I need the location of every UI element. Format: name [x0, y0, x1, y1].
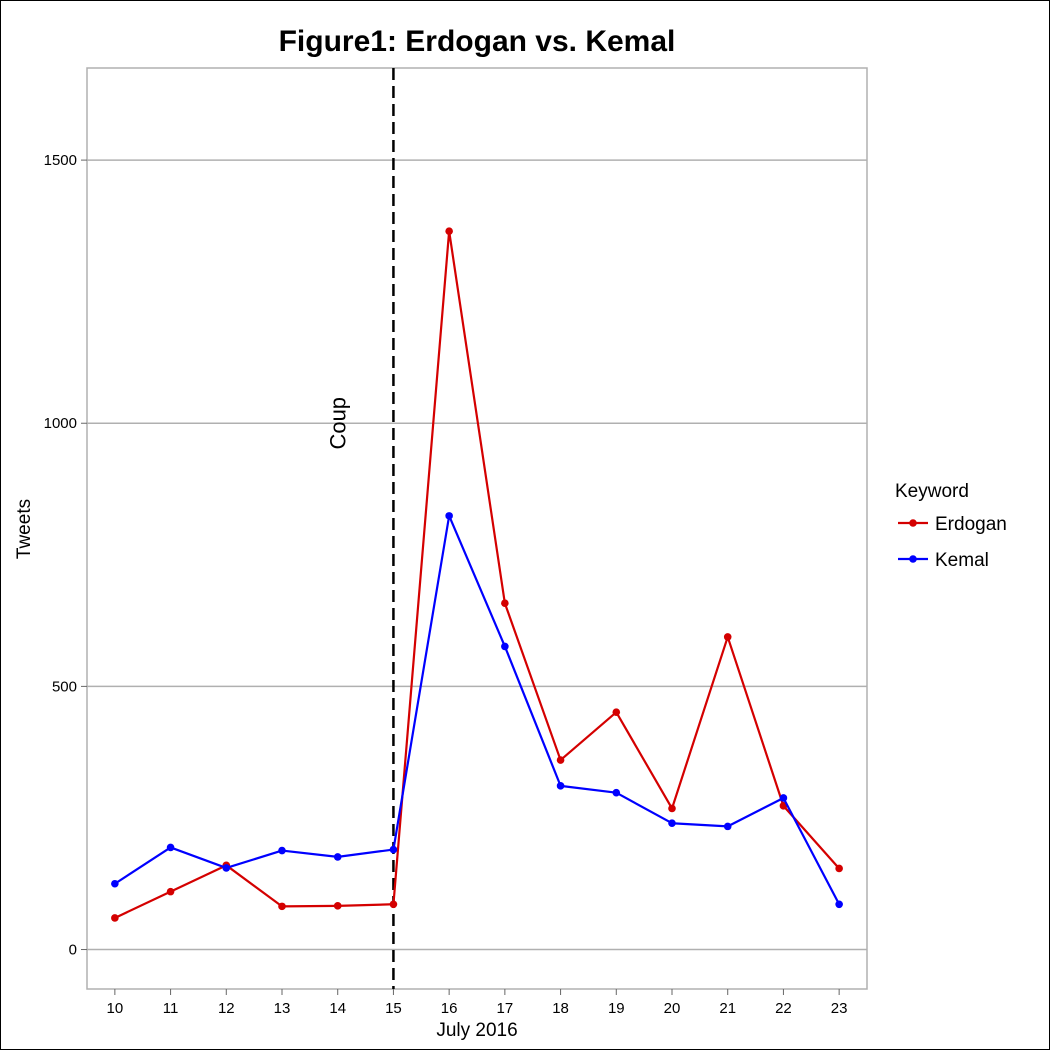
- chart-title: Figure1: Erdogan vs. Kemal: [279, 25, 676, 58]
- x-tick-label: 21: [719, 1000, 736, 1017]
- x-axis-label: July 2016: [436, 1020, 517, 1041]
- x-tick-label: 18: [552, 1000, 569, 1017]
- x-tick-label: 11: [163, 1000, 179, 1017]
- coup-annotation: Coup: [326, 397, 351, 450]
- data-point-kemal: [222, 864, 231, 872]
- data-point-erdogan: [111, 914, 119, 922]
- data-point-kemal: [278, 846, 286, 855]
- x-tick-label: 13: [274, 1000, 291, 1017]
- x-tick-label: 22: [775, 1000, 792, 1017]
- data-point-kemal: [166, 843, 175, 852]
- data-point-erdogan: [835, 864, 843, 873]
- data-point-erdogan: [723, 633, 732, 641]
- legend-marker-erdogan: [909, 519, 917, 527]
- data-point-kemal: [835, 900, 843, 909]
- data-point-kemal: [668, 819, 676, 828]
- data-point-kemal: [779, 794, 788, 802]
- y-tick-label: 500: [52, 678, 77, 695]
- x-tick-label: 19: [608, 1000, 625, 1017]
- data-point-erdogan: [612, 708, 621, 716]
- y-axis-ticks: 0 500 1000 1500: [44, 152, 87, 959]
- legend-label-erdogan: Erdogan: [935, 514, 1007, 535]
- x-tick-label: 17: [497, 1000, 514, 1017]
- y-tick-label: 1500: [44, 152, 77, 169]
- data-point-erdogan: [389, 900, 398, 909]
- data-point-erdogan: [166, 887, 175, 896]
- x-tick-label: 12: [218, 1000, 235, 1017]
- y-axis-label: Tweets: [14, 499, 35, 559]
- legend-label-kemal: Kemal: [935, 550, 989, 571]
- legend-marker-kemal: [909, 555, 917, 563]
- series-lines: [111, 227, 843, 922]
- plot-border: [86, 67, 868, 990]
- data-point-kemal: [333, 853, 342, 861]
- x-tick-label: 20: [664, 1000, 681, 1017]
- data-point-kemal: [501, 642, 509, 651]
- x-tick-label: 14: [329, 1000, 346, 1017]
- data-point-kemal: [612, 788, 621, 797]
- data-point-kemal: [556, 782, 565, 790]
- legend: Keyword Erdogan Kemal: [895, 481, 1007, 571]
- data-point-erdogan: [445, 227, 453, 235]
- data-point-erdogan: [668, 804, 676, 813]
- x-tick-label: 15: [385, 1000, 402, 1017]
- series-line-erdogan: [114, 230, 840, 919]
- x-tick-label: 23: [831, 1000, 848, 1017]
- data-point-erdogan: [278, 902, 286, 911]
- x-tick-label: 16: [441, 1000, 458, 1017]
- y-tick-label: 0: [69, 942, 77, 959]
- legend-title: Keyword: [895, 481, 969, 502]
- data-point-kemal: [111, 879, 119, 888]
- data-point-erdogan: [333, 902, 342, 910]
- series-line-kemal: [114, 514, 841, 905]
- data-point-kemal: [389, 845, 398, 854]
- annotations: Coup: [326, 68, 395, 989]
- x-axis-ticks: 10 11 12 13 14 15 16 17 18 19 20 21 22 23: [107, 989, 848, 1017]
- data-point-kemal: [723, 822, 732, 831]
- y-tick-label: 1000: [44, 415, 77, 432]
- x-tick-label: 10: [107, 1000, 124, 1017]
- data-point-kemal: [445, 512, 453, 520]
- data-point-erdogan: [556, 756, 565, 764]
- data-point-erdogan: [501, 599, 509, 608]
- grid-lines: [87, 159, 867, 951]
